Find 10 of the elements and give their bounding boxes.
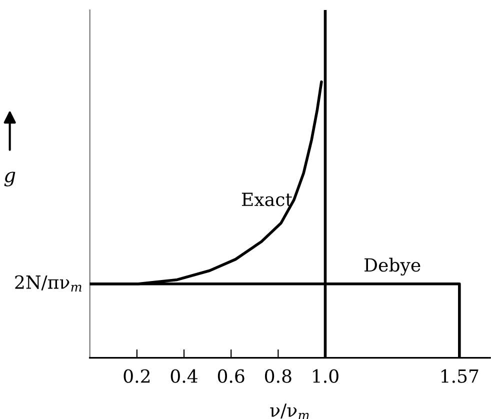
y-axis-title: g (4, 172, 16, 186)
x-tick-label: 0.2 (124, 369, 150, 383)
annotation: 2N/πν$_{m}$ (15, 275, 82, 292)
x-tick-label: 1.57 (442, 369, 478, 383)
x-tick-label: 0.8 (265, 369, 292, 383)
series-label: Debye (364, 258, 420, 276)
series-label: Exact (242, 192, 292, 206)
x-tick-label: 0.6 (218, 369, 244, 383)
x-tick-label: 0.4 (170, 369, 198, 383)
x-tick-label: 1.0 (313, 369, 338, 383)
